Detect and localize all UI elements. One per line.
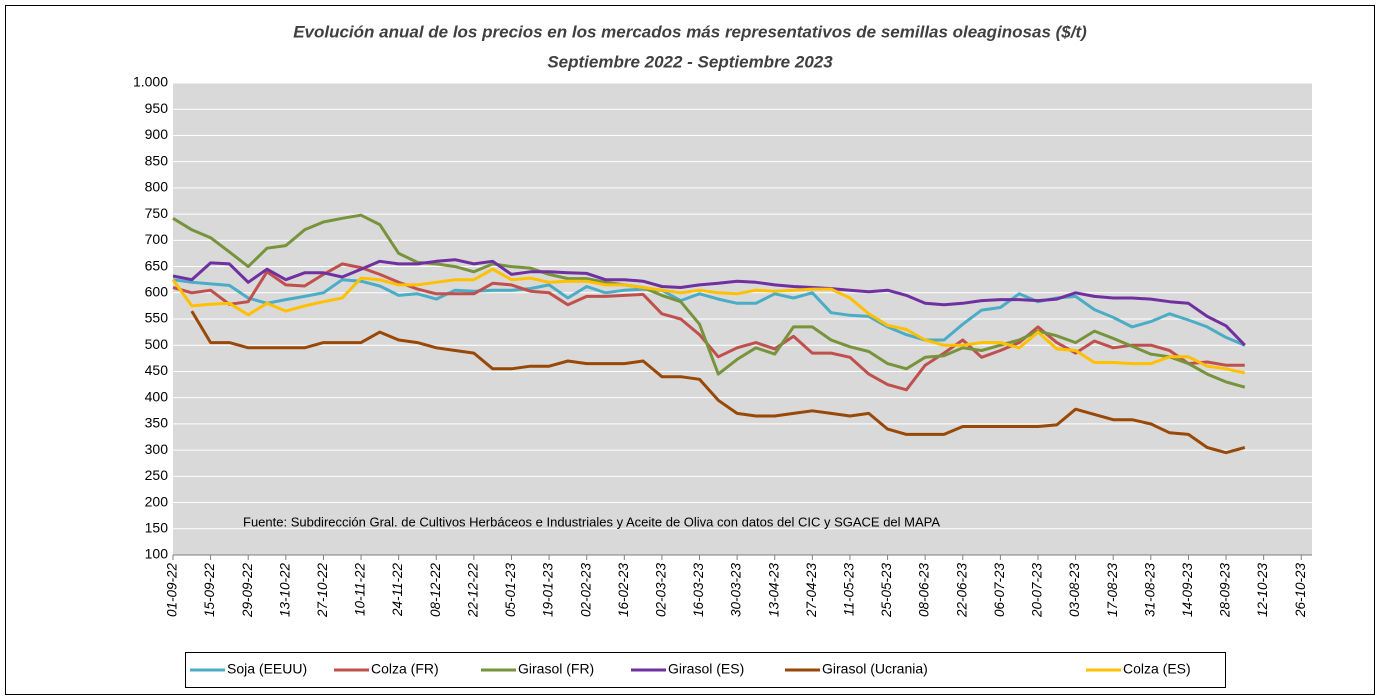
x-tick-label: 16-02-23 bbox=[616, 563, 631, 618]
x-tick-label: 13-10-22 bbox=[277, 563, 292, 618]
x-tick-label: 08-06-23 bbox=[917, 563, 932, 618]
x-tick-label: 12-10-23 bbox=[1255, 563, 1270, 618]
legend-label: Colza (ES) bbox=[1123, 661, 1191, 677]
x-tick-label: 22-06-23 bbox=[954, 563, 969, 619]
x-tick-label: 01-09-22 bbox=[165, 563, 180, 618]
y-tick-label: 1.000 bbox=[133, 74, 168, 90]
y-tick-label: 550 bbox=[145, 310, 169, 326]
x-tick-label: 22-12-22 bbox=[465, 563, 480, 619]
legend-label: Soja (EEUU) bbox=[227, 661, 307, 677]
y-tick-label: 900 bbox=[145, 126, 169, 142]
legend-label: Girasol (Ucrania) bbox=[822, 661, 928, 677]
x-tick-label: 27-04-23 bbox=[804, 563, 819, 619]
x-tick-label: 03-08-23 bbox=[1067, 563, 1082, 618]
x-tick-label: 10-11-22 bbox=[353, 563, 368, 617]
x-tick-label: 17-08-23 bbox=[1105, 563, 1120, 618]
x-tick-label: 15-09-22 bbox=[202, 563, 217, 618]
x-tick-label: 08-12-22 bbox=[428, 563, 443, 618]
legend-label: Girasol (FR) bbox=[518, 661, 594, 677]
y-tick-label: 850 bbox=[145, 152, 169, 168]
x-tick-label: 19-01-23 bbox=[541, 563, 556, 618]
y-tick-label: 600 bbox=[145, 283, 169, 299]
x-tick-label: 29-09-22 bbox=[240, 563, 255, 619]
x-tick-label: 02-03-23 bbox=[653, 563, 668, 618]
x-tick-label: 16-03-23 bbox=[691, 563, 706, 618]
x-tick-label: 20-07-23 bbox=[1030, 563, 1045, 619]
y-tick-label: 450 bbox=[145, 362, 169, 378]
x-tick-label: 13-04-23 bbox=[766, 563, 781, 618]
x-tick-label: 25-05-23 bbox=[879, 563, 894, 619]
x-tick-label: 06-07-23 bbox=[992, 563, 1007, 618]
y-tick-label: 650 bbox=[145, 257, 169, 273]
chart-title: Evolución anual de los precios en los me… bbox=[293, 22, 1087, 41]
legend-label: Girasol (ES) bbox=[668, 661, 744, 677]
series-line bbox=[172, 258, 1246, 347]
x-tick-label: 26-10-23 bbox=[1293, 563, 1308, 619]
y-tick-label: 700 bbox=[145, 231, 169, 247]
legend-label: Colza (FR) bbox=[371, 661, 439, 677]
x-tick-label: 27-10-22 bbox=[315, 563, 330, 619]
x-tick-label: 24-11-22 bbox=[390, 563, 405, 618]
y-tick-label: 750 bbox=[145, 205, 169, 221]
series-line bbox=[171, 267, 1246, 375]
x-tick-label: 28-09-23 bbox=[1218, 563, 1233, 619]
series-line bbox=[172, 213, 1246, 389]
y-tick-label: 350 bbox=[145, 415, 169, 431]
x-tick-label: 02-02-23 bbox=[578, 563, 593, 618]
chart-subtitle: Septiembre 2022 - Septiembre 2023 bbox=[547, 52, 833, 71]
y-tick-label: 250 bbox=[145, 467, 169, 483]
y-tick-label: 500 bbox=[145, 336, 169, 352]
series-line bbox=[190, 310, 1246, 455]
x-tick-label: 05-01-23 bbox=[503, 563, 518, 618]
annotation: Fuente: Subdirección Gral. de Cultivos H… bbox=[243, 514, 940, 529]
y-tick-label: 950 bbox=[145, 100, 169, 116]
y-tick-label: 800 bbox=[145, 179, 169, 195]
x-tick-label: 31-08-23 bbox=[1142, 563, 1157, 618]
y-tick-label: 150 bbox=[145, 519, 169, 535]
y-tick-label: 400 bbox=[145, 388, 169, 404]
y-tick-label: 300 bbox=[145, 441, 169, 457]
x-tick-label: 30-03-23 bbox=[729, 563, 744, 618]
x-tick-label: 14-09-23 bbox=[1180, 563, 1195, 618]
y-tick-label: 200 bbox=[145, 493, 169, 509]
y-tick-label: 100 bbox=[145, 546, 169, 562]
x-tick-label: 11-05-23 bbox=[842, 563, 857, 617]
